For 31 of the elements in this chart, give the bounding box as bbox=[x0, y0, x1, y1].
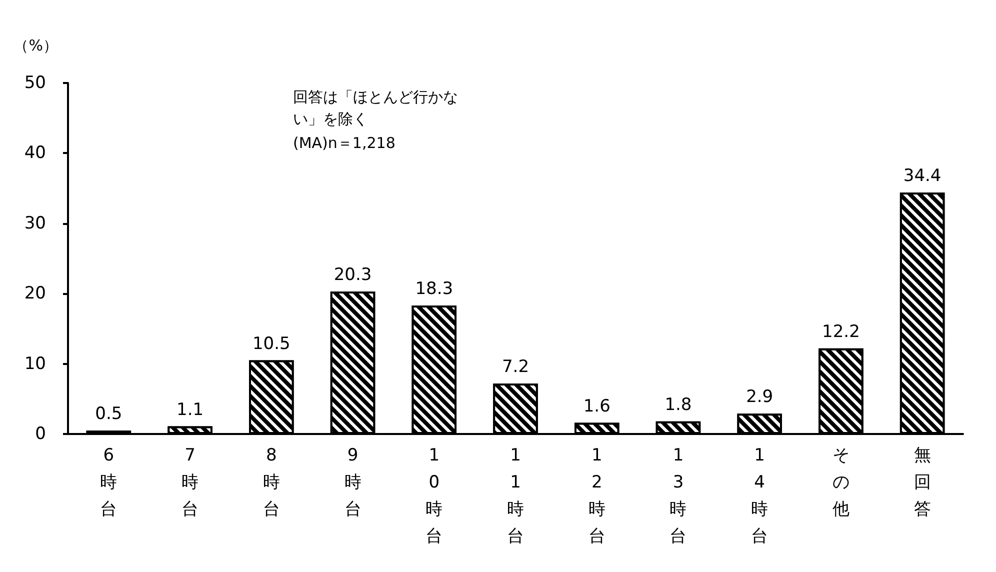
y-tick-label: 30 bbox=[24, 213, 46, 234]
annotation: (MA)n＝1,218 bbox=[293, 134, 396, 152]
x-tick-label: 14時台 bbox=[751, 446, 768, 546]
x-tick-label: 8時台 bbox=[262, 446, 280, 520]
y-tick-label: 40 bbox=[24, 143, 46, 164]
x-tick-label: 11時台 bbox=[507, 446, 524, 546]
x-tick-label: その他 bbox=[832, 446, 850, 520]
x-tick-label: 無回答 bbox=[914, 446, 931, 520]
x-tick-label: 10時台 bbox=[426, 446, 443, 546]
x-tick-label: 9時台 bbox=[344, 446, 362, 520]
annotation: 回答は「ほとんど行かない」を除く bbox=[293, 88, 458, 128]
data-label: 1.1 bbox=[176, 400, 204, 420]
data-label: 12.2 bbox=[822, 322, 860, 342]
y-tick-label: 20 bbox=[24, 284, 46, 304]
data-label: 10.5 bbox=[252, 334, 290, 354]
data-label: 1.6 bbox=[583, 396, 610, 416]
y-tick-label: 50 bbox=[24, 73, 46, 93]
y-axis-title: （%） bbox=[14, 36, 58, 54]
x-tick-label: 12時台 bbox=[588, 446, 606, 546]
data-label: 2.9 bbox=[746, 387, 774, 408]
y-tick-label: 10 bbox=[24, 354, 46, 374]
y-tick-label: 0 bbox=[35, 424, 46, 444]
x-tick-label: 13時台 bbox=[670, 446, 687, 546]
data-label: 20.3 bbox=[334, 264, 372, 285]
x-tick-label: 7時台 bbox=[182, 446, 199, 520]
data-label: 1.8 bbox=[664, 394, 692, 415]
data-label: 0.5 bbox=[95, 404, 122, 424]
data-label: 34.4 bbox=[903, 166, 942, 186]
data-label: 18.3 bbox=[415, 279, 454, 300]
data-label: 7.2 bbox=[502, 356, 530, 377]
x-tick-label: 6時台 bbox=[100, 446, 118, 520]
